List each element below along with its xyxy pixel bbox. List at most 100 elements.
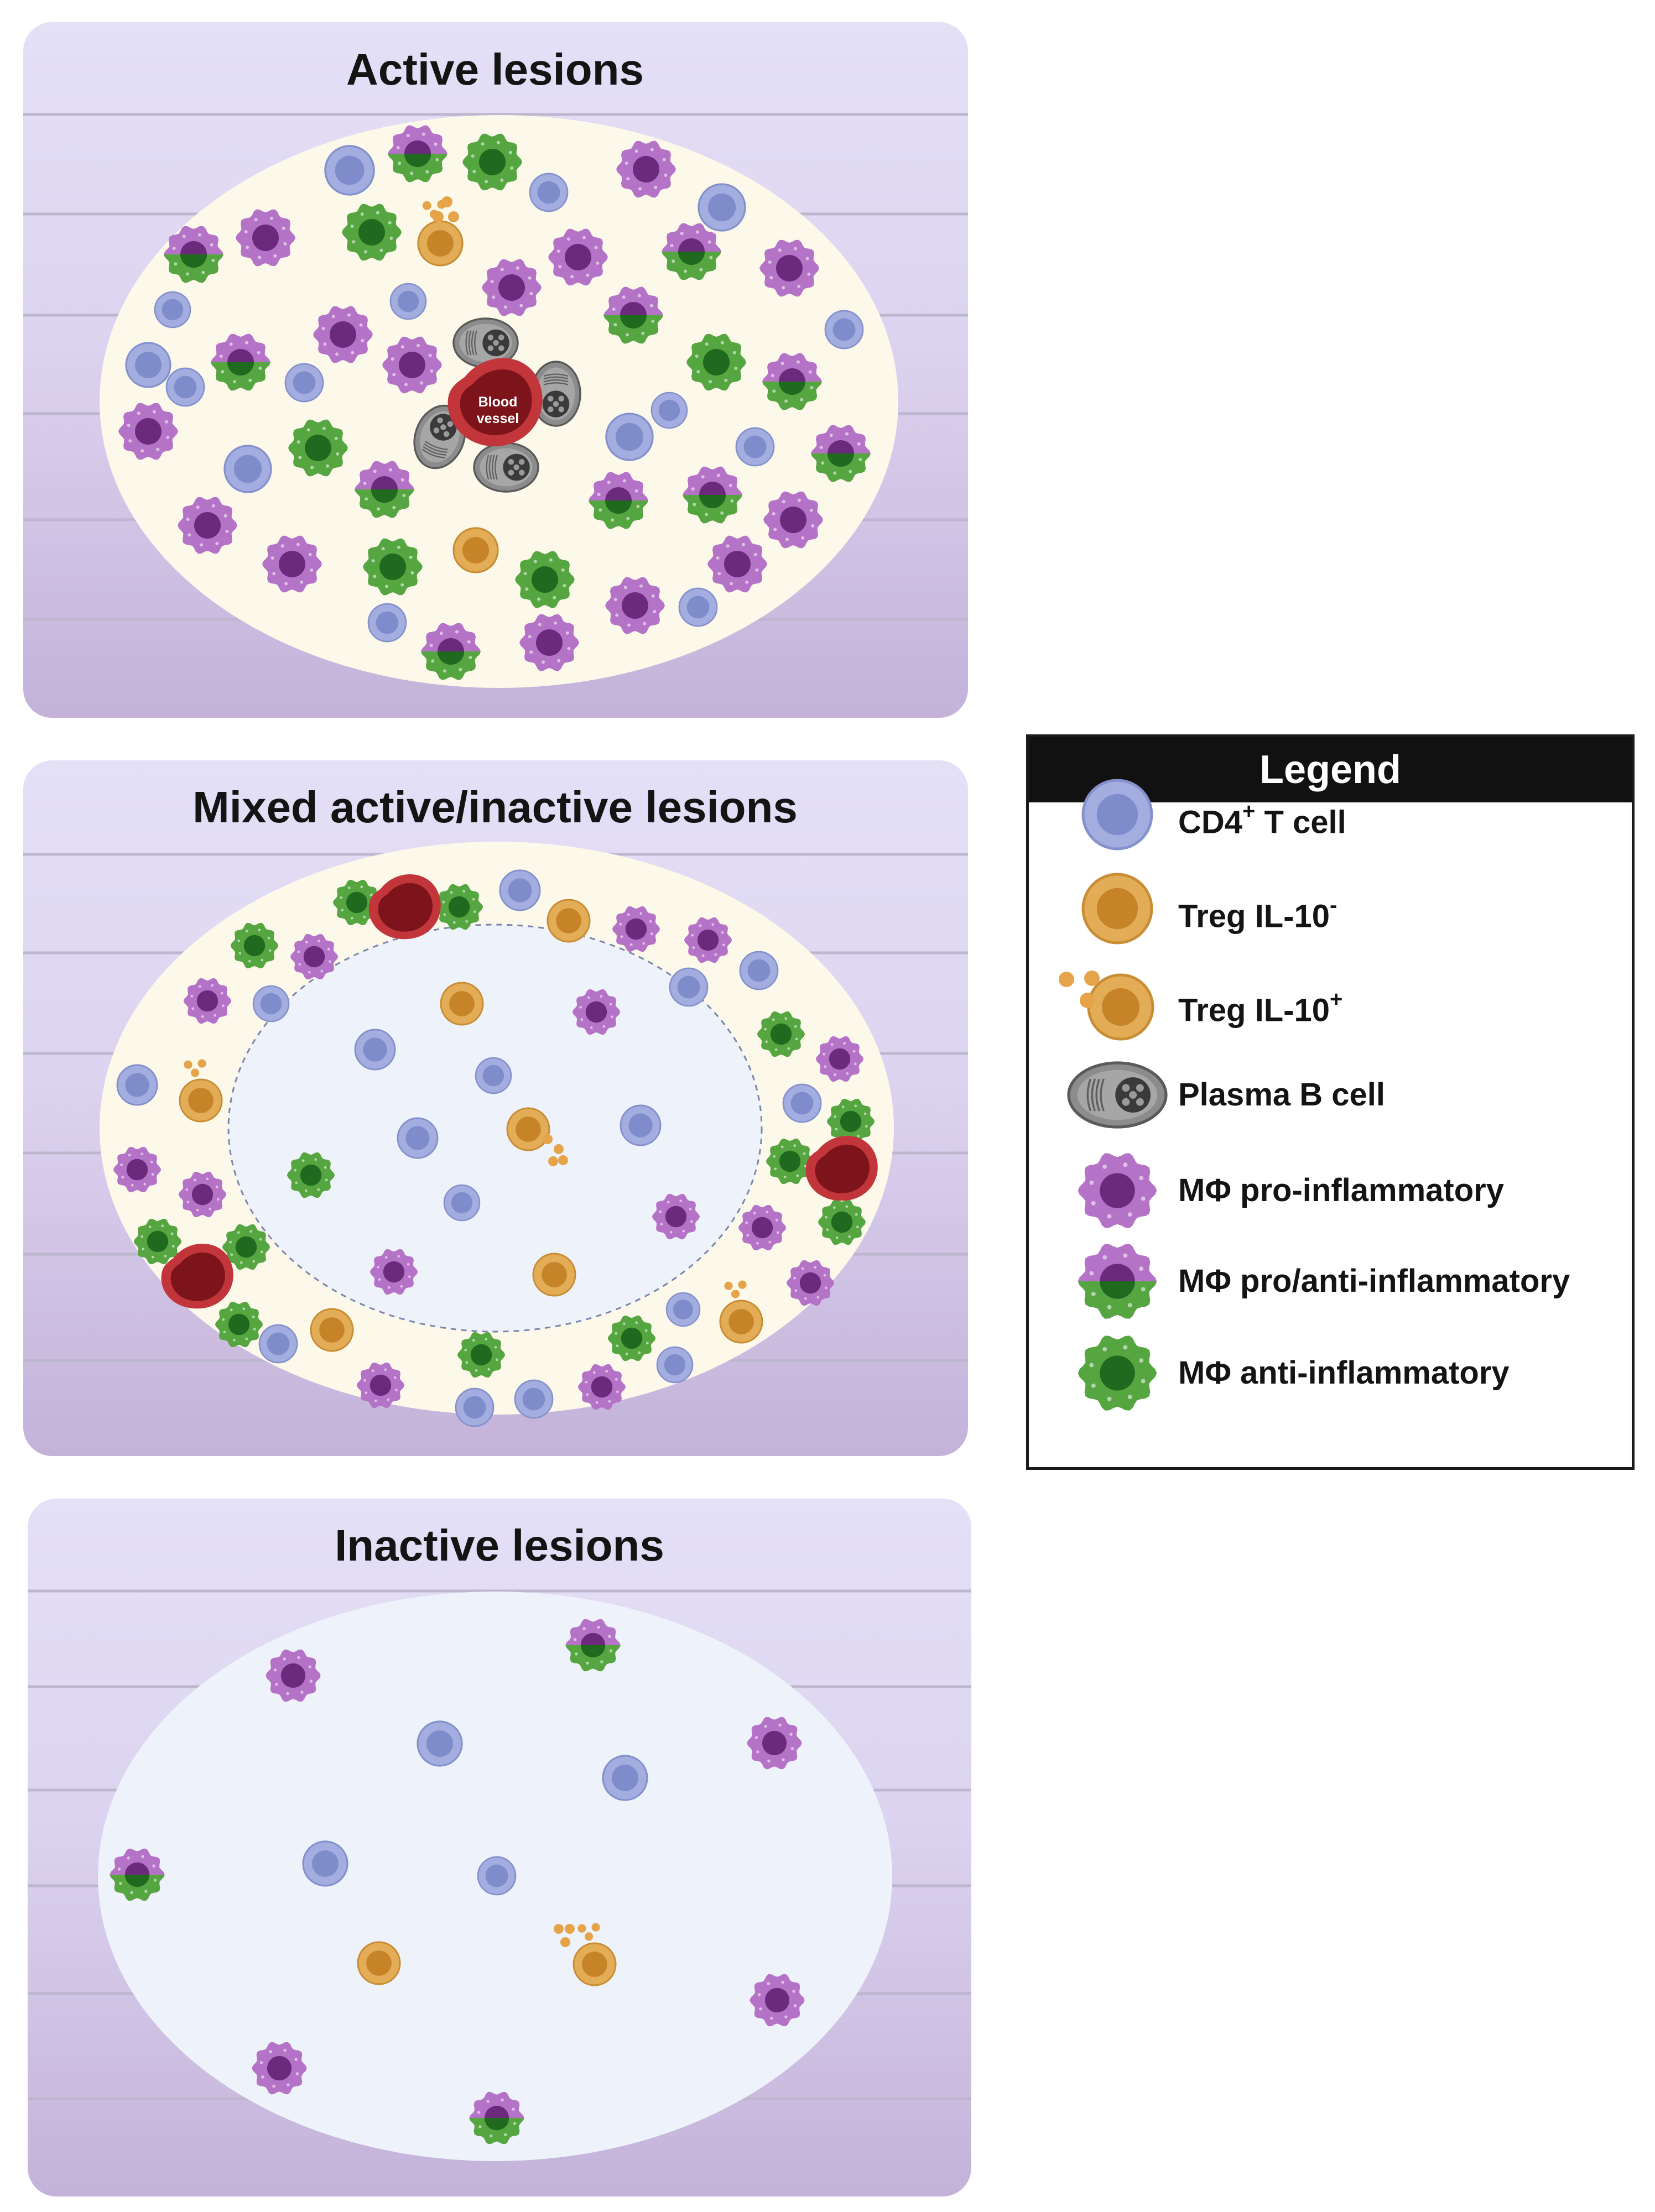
macrophage-anti-inflammatory (686, 333, 746, 391)
legend-label-treg-pos: Treg IL-10+ (1178, 961, 1342, 1044)
treg-il10-pos-cell (573, 1923, 617, 1986)
macrophage-pro-inflammatory (684, 917, 732, 963)
legend-label-superscript: - (1329, 893, 1337, 917)
macrophage-pro-inflammatory (738, 1204, 787, 1251)
macrophage-pro-anti-inflammatory (355, 461, 414, 518)
macrophage-pro-inflammatory (759, 239, 819, 297)
cd4-t-cell (602, 1755, 648, 1801)
macrophage-pro-inflammatory (482, 259, 542, 316)
treg-il10-pos-cell (1059, 971, 1154, 1041)
panel-mixed (23, 760, 968, 1456)
cd4-t-cell (477, 1856, 517, 1896)
legend-item-mpro: MΦ pro-inflammatory (1029, 1149, 1632, 1232)
blood-vessel: Blood vessel (447, 358, 543, 447)
cd4-t-cell (397, 1117, 439, 1159)
macrophage-pro-anti-inflammatory (421, 623, 481, 680)
legend-label-base: Plasma B cell (1178, 1077, 1385, 1113)
cd4-t-cell (678, 587, 718, 627)
cd4-t-cell (1081, 779, 1153, 851)
macrophage-pro-anti-inflammatory (811, 425, 871, 482)
legend-title: Legend (1029, 737, 1632, 802)
legend-swatch-treg-pos (1059, 971, 1154, 1041)
macrophage-anti-inflammatory (607, 1315, 656, 1361)
cd4-t-cell (698, 183, 746, 232)
macrophage-pro-anti-inflammatory (1078, 1244, 1157, 1319)
legend-swatch-treg-neg (1081, 873, 1153, 945)
legend-label-mpro: MΦ pro-inflammatory (1178, 1149, 1504, 1232)
legend-label-superscript: + (1242, 799, 1256, 823)
cd4-t-cell (389, 283, 427, 320)
treg-il10-neg-cell (506, 1107, 550, 1151)
macrophage-anti-inflammatory (215, 1301, 263, 1348)
macrophage-pro-inflammatory (356, 1362, 405, 1408)
macrophage-pro-anti-inflammatory (565, 1619, 621, 1672)
panel-active: Blood vessel (23, 22, 968, 718)
treg-il10-neg-cell (547, 899, 591, 943)
mixed-lesion-cells (113, 869, 878, 1427)
cd4-t-cell (739, 951, 779, 990)
macrophage-anti-inflammatory (133, 1218, 182, 1265)
cd4-t-cell (669, 967, 709, 1007)
macrophage-anti-inflammatory (342, 204, 402, 261)
legend-label-base: Treg IL-10 (1178, 992, 1330, 1029)
blood-vessel-label-line1: Blood (478, 394, 518, 410)
panel-inactive (28, 1499, 971, 2197)
cd4-t-cell (324, 145, 375, 196)
active-lesion-cells (118, 125, 871, 680)
cd4-t-cell (116, 1064, 158, 1106)
legend-label-base: CD4 (1178, 804, 1243, 841)
blood-vessel-label-line2: vessel (477, 411, 519, 426)
macrophage-pro-anti-inflammatory (589, 472, 648, 529)
legend-label-base: MΦ pro-inflammatory (1178, 1172, 1504, 1208)
cd4-t-cell (125, 342, 171, 388)
macrophage-pro-inflammatory (652, 1193, 700, 1240)
legend-swatch-plasma (1067, 1061, 1168, 1129)
legend-item-treg-neg: Treg IL-10- (1029, 867, 1632, 950)
active-lesions-title: Active lesions (346, 45, 644, 94)
macrophage-anti-inflammatory (457, 1332, 506, 1378)
cd4-t-cell (367, 603, 407, 643)
macrophage-pro-inflammatory (707, 535, 767, 593)
macrophage-pro-inflammatory (572, 989, 621, 1035)
mixed-lesions-title: Mixed active/inactive lesions (192, 782, 798, 832)
cd4-t-cell (665, 1292, 701, 1327)
cd4-t-cell (782, 1083, 822, 1123)
cd4-t-cell (529, 173, 569, 212)
macrophage-anti-inflammatory (222, 1224, 270, 1270)
macrophage-pro-inflammatory (382, 336, 442, 394)
legend-label-manti: MΦ anti-inflammatory (1178, 1332, 1510, 1415)
legend-label-base: Treg IL-10 (1178, 898, 1330, 935)
macrophage-anti-inflammatory (757, 1011, 805, 1057)
legend-swatch-mpro (1078, 1153, 1157, 1228)
macrophage-pro-inflammatory (178, 1171, 227, 1218)
cd4-t-cell (605, 413, 654, 461)
macrophage-pro-inflammatory (786, 1260, 835, 1306)
macrophage-pro-anti-inflammatory (662, 223, 721, 280)
cd4-t-cell (475, 1057, 512, 1094)
legend-swatch-manti (1078, 1335, 1157, 1411)
cd4-t-cell (656, 1346, 694, 1384)
plasma-b-cell (530, 361, 581, 427)
blood-vessel-small (368, 874, 441, 940)
macrophage-pro-anti-inflammatory (762, 353, 822, 410)
macrophage-pro-anti-inflammatory (388, 125, 447, 182)
macrophage-anti-inflammatory (230, 922, 279, 969)
inactive-lesions-title: Inactive lesions (335, 1521, 664, 1570)
legend-item-plasma: Plasma B cell (1029, 1053, 1632, 1136)
legend-item-tcell: CD4+ T cell (1029, 773, 1632, 856)
cd4-t-cell (455, 1387, 495, 1427)
macrophage-pro-inflammatory (815, 1036, 864, 1082)
macrophage-pro-inflammatory (252, 2042, 307, 2095)
legend-label-base: MΦ anti-inflammatory (1178, 1355, 1510, 1391)
cd4-t-cell (154, 291, 191, 328)
legend-label-plasma: Plasma B cell (1178, 1053, 1385, 1136)
cd4-t-cell (443, 1184, 481, 1222)
macrophage-pro-inflammatory (113, 1146, 162, 1193)
legend-label-treg-neg: Treg IL-10- (1178, 867, 1337, 950)
cd4-t-cell (223, 445, 272, 493)
macrophage-anti-inflammatory (818, 1199, 866, 1245)
legend-item-manti: MΦ anti-inflammatory (1029, 1332, 1632, 1415)
macrophage-anti-inflammatory (515, 551, 575, 608)
cd4-t-cell (824, 310, 864, 349)
macrophage-anti-inflammatory (287, 1152, 335, 1198)
